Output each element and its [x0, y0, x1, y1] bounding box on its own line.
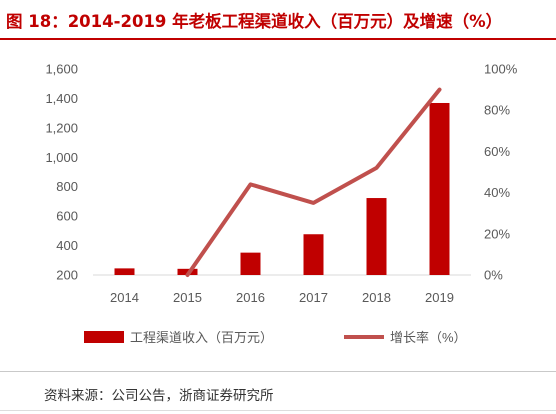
x-tick-label: 2015 — [173, 290, 202, 305]
bar — [366, 198, 387, 275]
left-tick-label: 800 — [56, 179, 78, 194]
right-axis: 0% 20% 40% 60% 80% 100% — [484, 62, 518, 283]
right-tick-label: 20% — [484, 226, 510, 241]
left-tick-label: 1,600 — [45, 62, 78, 77]
legend: 工程渠道收入（百万元） 增长率（%） — [84, 330, 467, 345]
right-tick-label: 40% — [484, 185, 510, 200]
legend-label-line: 增长率（%） — [390, 330, 467, 345]
x-tick-label: 2017 — [299, 290, 328, 305]
x-tick-label: 2016 — [236, 290, 265, 305]
right-tick-label: 100% — [484, 62, 518, 77]
bar — [429, 102, 450, 276]
x-tick-label: 2014 — [110, 290, 139, 305]
left-tick-label: 1,200 — [45, 120, 78, 135]
left-tick-label: 1,400 — [45, 91, 78, 106]
left-axis: 200 400 600 800 1,000 1,200 1,400 1,600 — [45, 62, 78, 283]
bar — [114, 268, 135, 275]
right-tick-label: 60% — [484, 144, 510, 159]
title-divider — [0, 38, 556, 40]
source-note: 资料来源：公司公告，浙商证券研究所 — [44, 388, 274, 404]
x-axis: 2014 2015 2016 2017 2018 2019 — [110, 290, 454, 305]
right-tick-label: 80% — [484, 103, 510, 118]
source-divider — [0, 371, 556, 372]
left-tick-label: 400 — [56, 238, 78, 253]
x-tick-label: 2018 — [362, 290, 391, 305]
left-tick-label: 1,000 — [45, 150, 78, 165]
x-tick-label: 2019 — [425, 290, 454, 305]
bar — [303, 234, 324, 275]
left-tick-label: 200 — [56, 268, 78, 283]
chart-title: 图 18：2014-2019 年老板工程渠道收入（百万元）及增速（%） — [6, 12, 503, 31]
bottom-divider — [0, 410, 556, 411]
legend-swatch-bar — [84, 331, 124, 343]
chart: 200 400 600 800 1,000 1,200 1,400 1,600 0% 20% 40… — [45, 62, 518, 346]
bar — [240, 252, 261, 275]
bar-series — [114, 102, 450, 276]
right-tick-label: 0% — [484, 268, 503, 283]
left-tick-label: 600 — [56, 209, 78, 224]
legend-label-bar: 工程渠道收入（百万元） — [130, 330, 273, 345]
line-series — [185, 87, 442, 277]
